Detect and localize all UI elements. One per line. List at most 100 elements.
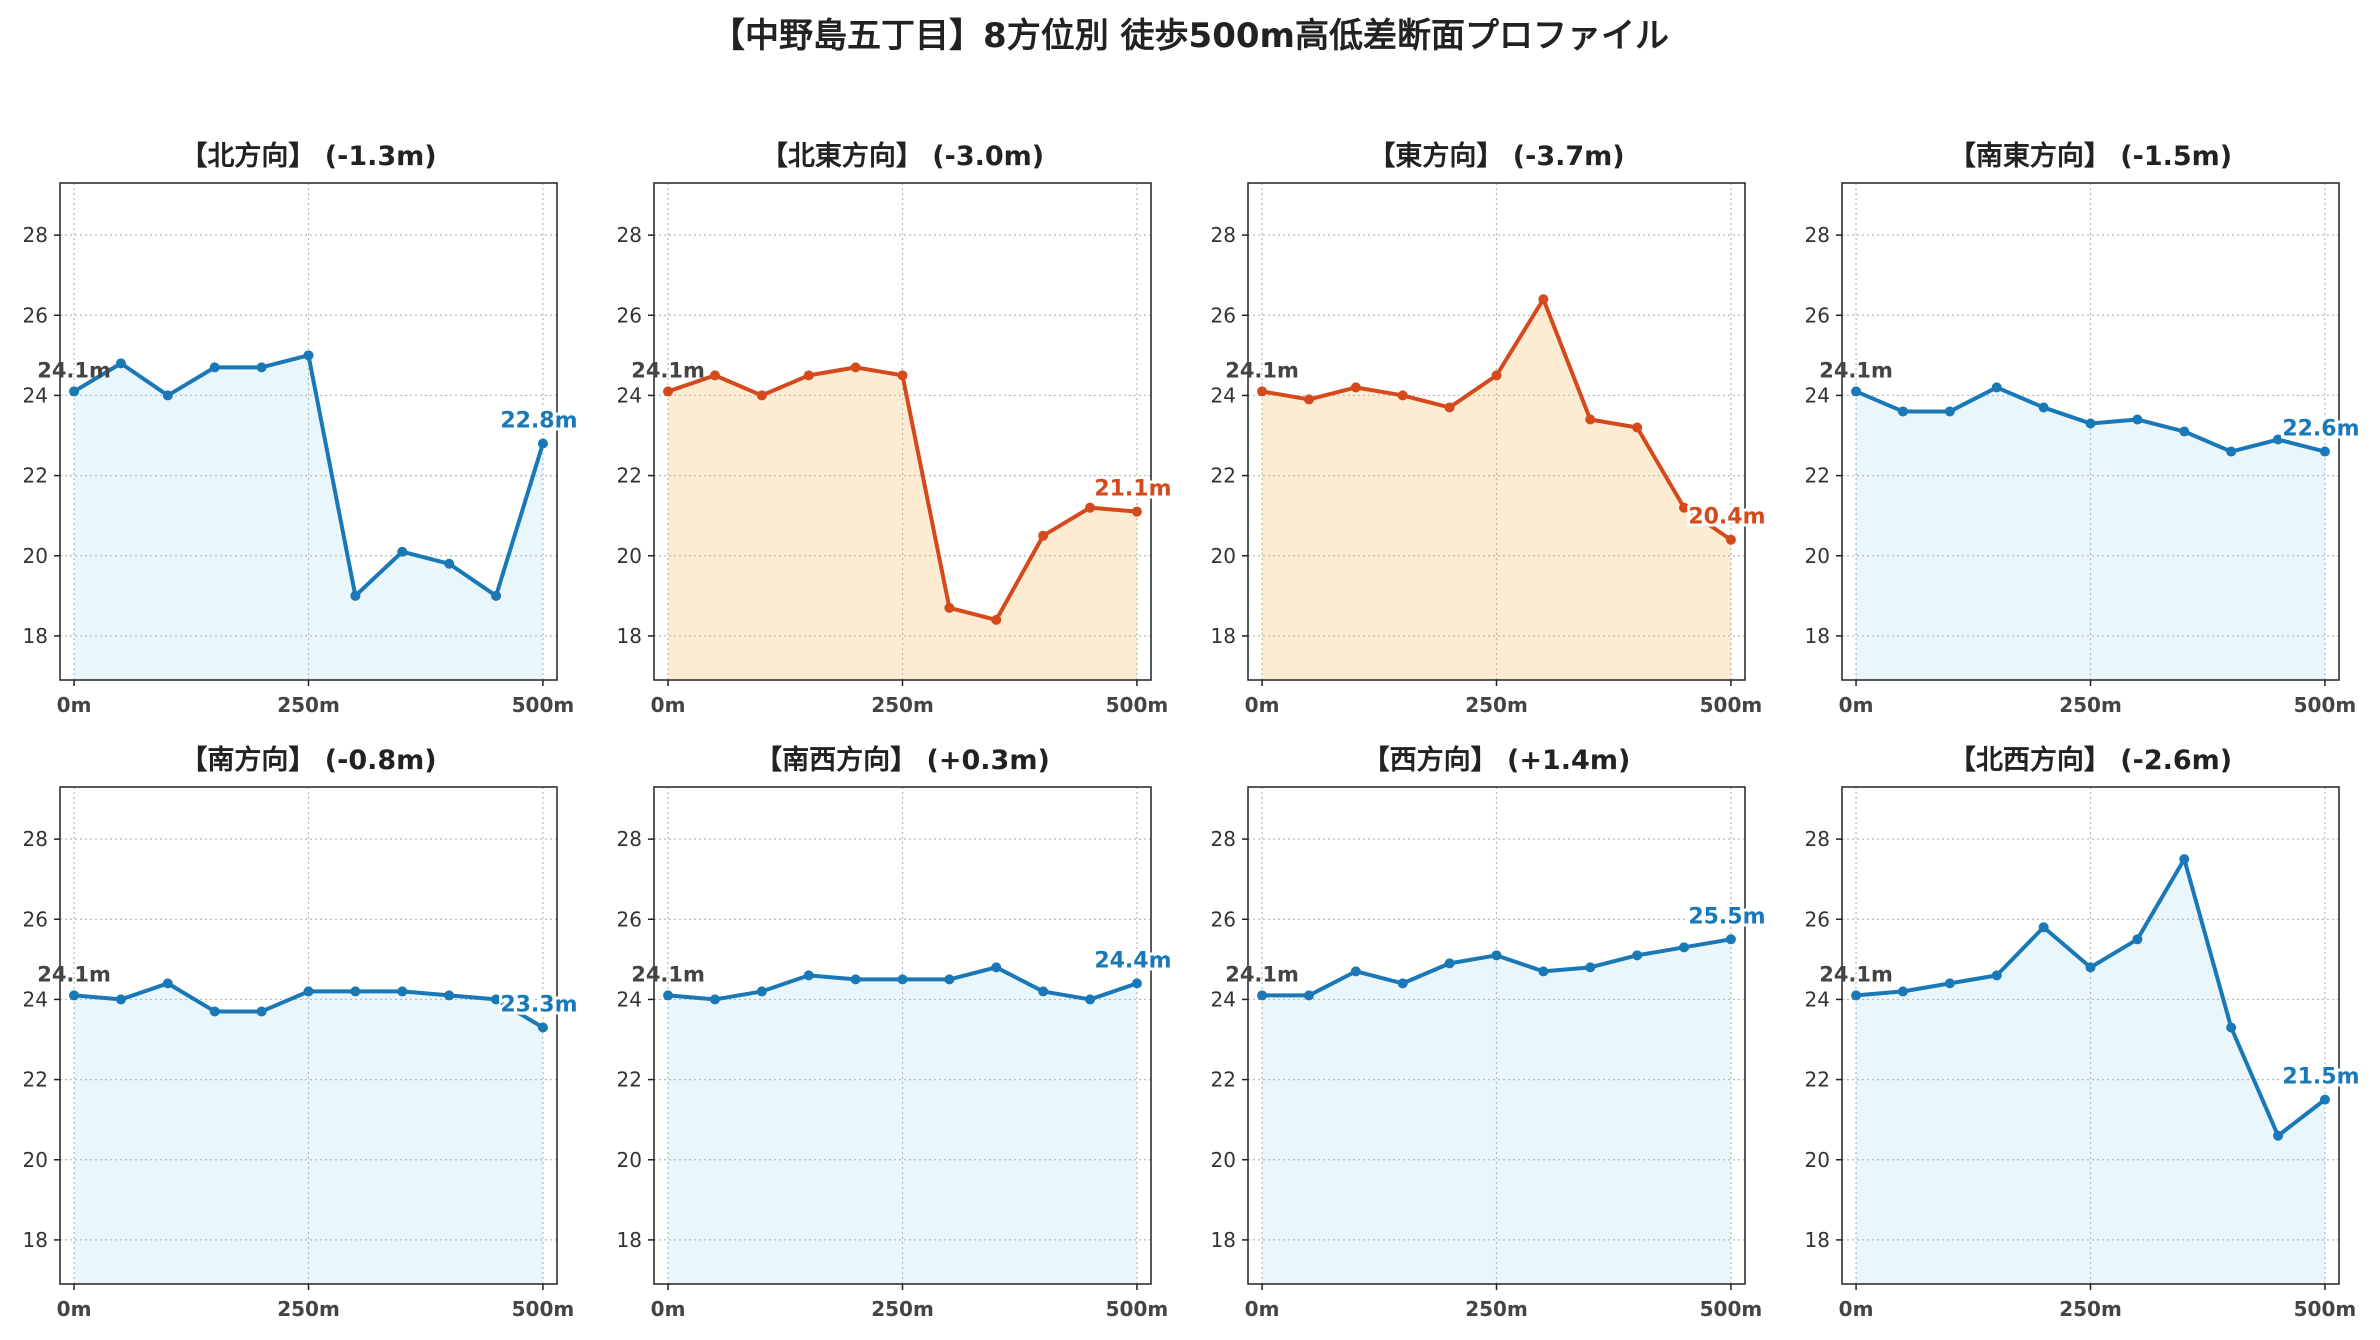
data-point	[1725, 534, 1736, 545]
data-point	[1131, 506, 1142, 517]
x-tick-label: 0m	[57, 1297, 92, 1321]
data-point	[663, 990, 674, 1001]
y-tick-label: 24	[1805, 987, 1830, 1011]
data-point	[1851, 990, 1862, 1001]
data-point	[162, 390, 173, 401]
data-point	[1585, 414, 1596, 425]
y-tick-label: 24	[617, 383, 642, 407]
y-tick-label: 22	[1805, 464, 1830, 488]
y-tick-label: 22	[1211, 1068, 1236, 1092]
panel-title: 【北西方向】 (-2.6m)	[1949, 744, 2232, 776]
data-point	[491, 590, 502, 601]
y-tick-label: 28	[23, 223, 48, 247]
y-tick-label: 22	[23, 464, 48, 488]
x-tick-label: 250m	[871, 1297, 934, 1321]
chart-panel-4: 18 20 22 24 26 28 0m 250m 500m 【南東方向】 (-1.5m) 24.1…	[1805, 140, 2363, 717]
end-value-label: 20.4m	[1688, 505, 1765, 530]
x-tick-label: 500m	[2294, 1297, 2357, 1321]
data-point	[1131, 978, 1142, 989]
x-tick-label: 250m	[871, 693, 934, 717]
y-tick-label: 18	[1211, 624, 1236, 648]
data-point	[991, 614, 1002, 625]
y-tick-label: 20	[23, 544, 48, 568]
data-point	[1679, 942, 1690, 953]
x-tick-label: 250m	[1465, 1297, 1528, 1321]
x-tick-label: 250m	[1465, 693, 1528, 717]
y-tick-label: 24	[1211, 383, 1236, 407]
data-point	[397, 546, 408, 557]
data-point	[803, 970, 814, 981]
end-value-label: 21.1m	[1094, 477, 1171, 502]
data-point	[115, 358, 126, 369]
data-point	[115, 994, 126, 1005]
data-point	[897, 370, 908, 381]
data-point	[350, 986, 361, 997]
data-point	[444, 990, 455, 1001]
panel-title: 【南西方向】 (+0.3m)	[755, 744, 1050, 776]
panel-title: 【南方向】 (-0.8m)	[180, 744, 436, 776]
y-tick-label: 28	[1211, 827, 1236, 851]
data-point	[1350, 382, 1361, 393]
x-tick-label: 500m	[1700, 693, 1763, 717]
panel-title: 【北東方向】 (-3.0m)	[761, 140, 1044, 172]
x-tick-label: 0m	[1839, 693, 1874, 717]
end-value-label: 22.8m	[500, 409, 577, 434]
y-tick-label: 18	[617, 1228, 642, 1252]
x-tick-label: 0m	[651, 1297, 686, 1321]
y-tick-label: 28	[1211, 223, 1236, 247]
data-point	[944, 974, 955, 985]
area-fill	[1856, 859, 2325, 1284]
y-tick-label: 22	[1805, 1068, 1830, 1092]
y-tick-label: 26	[617, 303, 642, 327]
y-tick-label: 28	[1805, 827, 1830, 851]
y-tick-label: 20	[1211, 1148, 1236, 1172]
x-tick-label: 0m	[651, 693, 686, 717]
chart-panel-3: 18 20 22 24 26 28 0m 250m 500m 【東方向】 (-3.7m) 24.1m…	[1211, 140, 1769, 717]
start-value-label: 24.1m	[631, 358, 705, 382]
data-point	[1303, 394, 1314, 405]
x-tick-label: 250m	[277, 693, 340, 717]
y-tick-label: 20	[617, 544, 642, 568]
data-point	[69, 990, 80, 1001]
page-title: 【中野島五丁目】8方位別 徒歩500m高低差断面プロファイル	[711, 16, 1669, 56]
data-point	[1038, 986, 1049, 997]
data-point	[1397, 978, 1408, 989]
y-tick-label: 26	[23, 303, 48, 327]
x-tick-label: 0m	[1245, 1297, 1280, 1321]
data-point	[709, 994, 720, 1005]
data-point	[2319, 446, 2330, 457]
data-point	[2226, 1022, 2237, 1033]
data-point	[2085, 418, 2096, 429]
data-point	[1585, 962, 1596, 973]
data-point	[2319, 1094, 2330, 1105]
y-tick-label: 22	[1211, 464, 1236, 488]
data-point	[303, 986, 314, 997]
y-tick-label: 22	[617, 1068, 642, 1092]
data-point	[1397, 390, 1408, 401]
data-point	[1632, 950, 1643, 961]
data-point	[444, 558, 455, 569]
data-point	[2273, 1130, 2284, 1141]
data-point	[2273, 434, 2284, 445]
end-value-label: 25.5m	[1688, 904, 1765, 929]
y-tick-label: 20	[1211, 544, 1236, 568]
y-tick-label: 18	[1211, 1228, 1236, 1252]
data-point	[944, 602, 955, 613]
data-point	[2132, 414, 2143, 425]
y-tick-label: 28	[617, 827, 642, 851]
panel-title: 【西方向】 (+1.4m)	[1363, 744, 1631, 776]
data-point	[803, 370, 814, 381]
y-tick-label: 18	[1805, 1228, 1830, 1252]
data-point	[1444, 958, 1455, 969]
data-point	[1897, 406, 1908, 417]
chart-panel-5: 18 20 22 24 26 28 0m 250m 500m 【南方向】 (-0.8m) 24.1m…	[23, 744, 581, 1321]
data-point	[1257, 386, 1268, 397]
data-point	[2179, 854, 2190, 865]
data-point	[756, 986, 767, 997]
data-point	[537, 1022, 548, 1033]
x-tick-label: 250m	[2059, 1297, 2122, 1321]
y-tick-label: 28	[617, 223, 642, 247]
end-value-label: 23.3m	[500, 992, 577, 1017]
chart-panel-1: 18 20 22 24 26 28 0m 250m 500m 【北方向】 (-1.3m) 24.1m…	[23, 140, 581, 717]
